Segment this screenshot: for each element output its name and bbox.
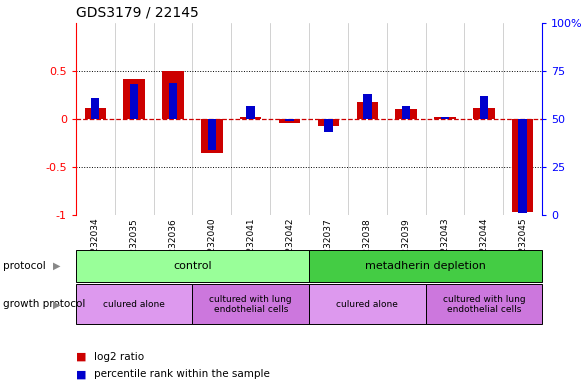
- Bar: [85, 108, 106, 119]
- Text: cultured with lung
endothelial cells: cultured with lung endothelial cells: [209, 295, 292, 314]
- Text: metadherin depletion: metadherin depletion: [365, 261, 486, 271]
- Bar: [434, 117, 456, 119]
- Bar: [201, 119, 223, 153]
- Text: ▶: ▶: [54, 299, 61, 310]
- Bar: [208, 119, 216, 150]
- Bar: [91, 98, 100, 119]
- Bar: [480, 96, 488, 119]
- Text: protocol: protocol: [3, 261, 45, 271]
- Bar: [168, 83, 177, 119]
- Text: GDS3179 / 22145: GDS3179 / 22145: [76, 5, 199, 19]
- Bar: [279, 119, 300, 123]
- Bar: [402, 106, 410, 119]
- Bar: [162, 71, 184, 119]
- Bar: [124, 79, 145, 119]
- Bar: [363, 94, 371, 119]
- Bar: [395, 109, 417, 119]
- Bar: [518, 119, 527, 213]
- Text: cultured with lung
endothelial cells: cultured with lung endothelial cells: [442, 295, 525, 314]
- Bar: [473, 108, 494, 119]
- Bar: [240, 117, 261, 119]
- Text: growth protocol: growth protocol: [3, 299, 85, 310]
- Text: ■: ■: [76, 369, 86, 379]
- Text: culured alone: culured alone: [103, 300, 165, 309]
- Bar: [357, 102, 378, 119]
- Bar: [130, 84, 138, 119]
- Text: log2 ratio: log2 ratio: [94, 352, 145, 362]
- Text: ■: ■: [76, 352, 86, 362]
- Bar: [441, 117, 449, 119]
- Text: culured alone: culured alone: [336, 300, 398, 309]
- Bar: [324, 119, 333, 132]
- Text: percentile rank within the sample: percentile rank within the sample: [94, 369, 271, 379]
- Text: ▶: ▶: [54, 261, 61, 271]
- Bar: [247, 106, 255, 119]
- Bar: [512, 119, 533, 212]
- Bar: [318, 119, 339, 126]
- Bar: [285, 119, 294, 121]
- Text: control: control: [173, 261, 212, 271]
